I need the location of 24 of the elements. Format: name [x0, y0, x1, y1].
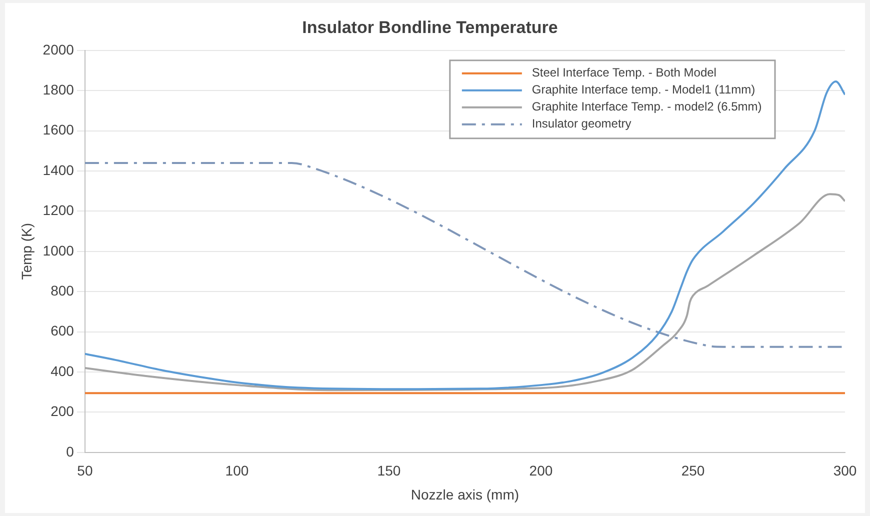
y-tick-label: 2000	[42, 41, 74, 58]
x-tick-label: 300	[833, 462, 857, 479]
y-tick-label: 400	[50, 362, 74, 379]
y-tick-label: 1200	[42, 202, 74, 218]
y-tick-label: 1000	[42, 242, 74, 258]
y-tick-label: 200	[50, 403, 74, 420]
x-tick-label: 150	[377, 462, 401, 479]
y-tick-label: 600	[50, 322, 74, 339]
x-tick-label: 250	[681, 462, 705, 479]
y-tick-label: 1800	[42, 81, 74, 98]
y-tick-label: 1400	[42, 162, 74, 178]
x-tick-label: 200	[529, 462, 553, 479]
x-tick-label: 100	[225, 462, 249, 479]
y-tick-label: 1600	[42, 122, 74, 138]
chart-title: Insulator Bondline Temperature	[302, 18, 558, 37]
legend-label: Graphite Interface Temp. - model2 (6.5mm)	[532, 100, 762, 114]
legend-label: Insulator geometry	[532, 116, 632, 131]
legend-label: Graphite Interface temp. - Model1 (11mm)	[532, 82, 756, 97]
x-axis-title: Nozzle axis (mm)	[410, 486, 520, 502]
y-axis-title: Temp (K)	[18, 223, 34, 280]
y-tick-label: 0	[66, 443, 74, 460]
x-tick-label: 50	[77, 462, 93, 479]
y-tick-label: 800	[50, 282, 74, 298]
legend-label: Steel Interface Temp. - Both Model	[532, 66, 716, 80]
